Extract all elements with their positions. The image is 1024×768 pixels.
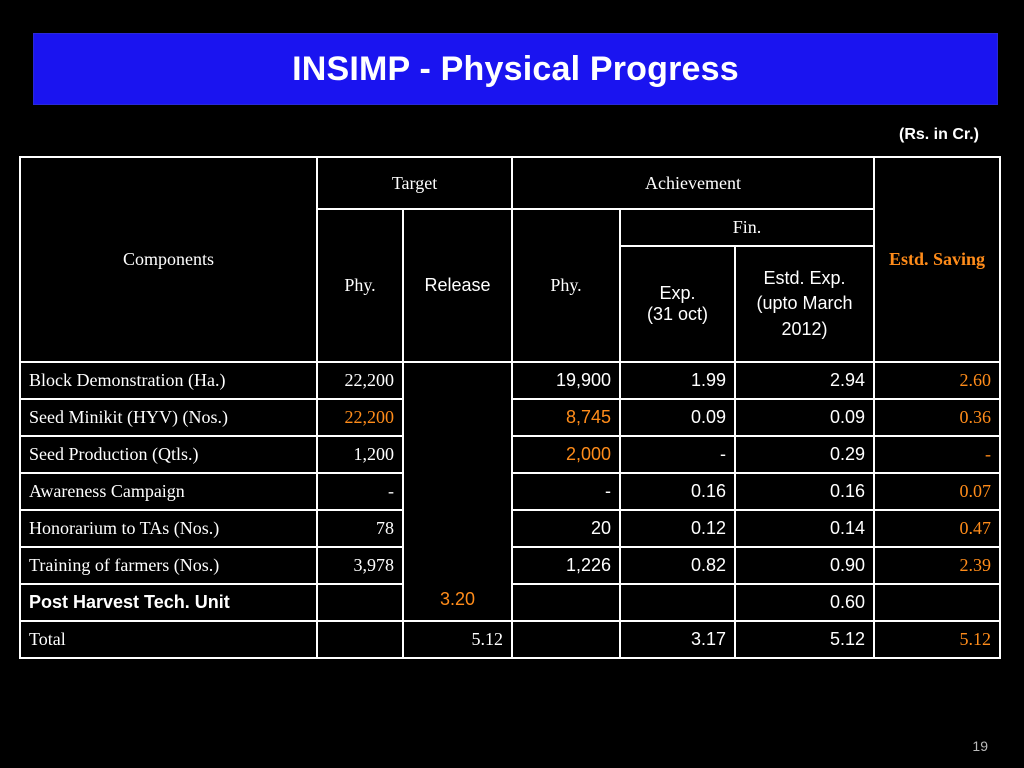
header-estd-exp: Estd. Exp. (upto March 2012) — [734, 245, 876, 363]
header-release: Release — [401, 208, 514, 363]
target-phy-cell: 78 — [316, 509, 404, 548]
header-achievement: Achievement — [511, 156, 876, 210]
estd-exp-cell: 0.90 — [734, 546, 876, 585]
table-row: Block Demonstration (Ha.) 22,200 3.20 19… — [19, 361, 1002, 622]
component-cell: Awareness Campaign — [19, 472, 318, 511]
ach-phy-cell: 20 — [511, 509, 622, 548]
header-exp-label: Exp. — [659, 283, 696, 303]
table-row: Post Harvest Tech. Unit 0.60 — [19, 583, 1002, 622]
header-row-3: Exp. (31 oct) Estd. Exp. (upto March 201… — [20, 245, 1000, 363]
progress-table: Components Target Achievement Estd. Savi… — [19, 156, 1002, 659]
header-estd-saving: Estd. Saving — [873, 156, 1002, 363]
target-phy-cell: - — [316, 472, 404, 511]
component-cell: Post Harvest Tech. Unit — [19, 583, 318, 622]
total-ach-phy — [511, 620, 622, 659]
title-bar: INSIMP - Physical Progress — [33, 33, 998, 105]
target-phy-cell — [316, 583, 404, 622]
total-row: Total 5.12 3.17 5.12 5.12 — [19, 620, 1002, 659]
saving-cell: 2.39 — [873, 546, 1002, 585]
header-row-1: Components Target Achievement Estd. Savi… — [19, 156, 1002, 363]
estd-exp-cell: 0.29 — [734, 435, 876, 474]
header-components: Components — [19, 156, 318, 363]
exp-cell: 0.16 — [619, 472, 737, 511]
exp-cell: 0.12 — [619, 509, 737, 548]
header-fin: Fin. — [619, 208, 876, 247]
saving-cell: 0.07 — [873, 472, 1002, 511]
estd-exp-cell: 0.14 — [734, 509, 876, 548]
saving-cell — [873, 583, 1002, 622]
ach-phy-cell: - — [511, 472, 622, 511]
target-phy-cell: 22,200 — [316, 361, 404, 400]
target-phy-cell: 22,200 — [316, 398, 404, 437]
total-release: 5.12 — [401, 620, 514, 659]
units-note: (Rs. in Cr.) — [898, 126, 979, 143]
total-saving: 5.12 — [873, 620, 1002, 659]
total-label: Total — [19, 620, 318, 659]
page-number: 19 — [972, 738, 988, 754]
table-row: Honorarium to TAs (Nos.) 78 20 0.12 0.14… — [19, 509, 1002, 548]
component-cell: Seed Production (Qtls.) — [19, 435, 318, 474]
header-achievement-phy: Phy. — [511, 208, 622, 363]
saving-cell: 0.36 — [873, 398, 1002, 437]
exp-cell: 0.82 — [619, 546, 737, 585]
total-exp: 3.17 — [619, 620, 737, 659]
ach-phy-cell — [511, 583, 622, 622]
ach-phy-cell: 19,900 — [511, 361, 622, 400]
component-cell: Training of farmers (Nos.) — [19, 546, 318, 585]
estd-exp-cell: 0.60 — [734, 583, 876, 622]
ach-phy-cell: 2,000 — [511, 435, 622, 474]
exp-cell — [619, 583, 737, 622]
table-row: Seed Minikit (HYV) (Nos.) 22,200 8,745 0… — [19, 398, 1002, 437]
saving-cell: 2.60 — [873, 361, 1002, 400]
header-exp: Exp. (31 oct) — [619, 245, 737, 363]
table-row: Seed Production (Qtls.) 1,200 2,000 - 0.… — [19, 435, 1002, 474]
total-estd-exp: 5.12 — [734, 620, 876, 659]
table-row: Awareness Campaign - - 0.16 0.16 0.07 — [19, 472, 1002, 511]
total-target-phy — [316, 620, 404, 659]
header-target: Target — [315, 156, 514, 210]
saving-cell: 0.47 — [873, 509, 1002, 548]
header-row-2: Phy. Release Phy. Fin. — [20, 208, 1000, 363]
component-cell: Honorarium to TAs (Nos.) — [19, 509, 318, 548]
target-phy-cell: 1,200 — [316, 435, 404, 474]
estd-exp-cell: 0.09 — [734, 398, 876, 437]
header-exp-date: (31 oct) — [647, 304, 709, 324]
table-row: Training of farmers (Nos.) 3,978 1,226 0… — [19, 546, 1002, 585]
ach-phy-cell: 8,745 — [511, 398, 622, 437]
header-target-phy: Phy. — [316, 208, 404, 363]
exp-cell: 1.99 — [619, 361, 737, 400]
estd-exp-cell: 2.94 — [734, 361, 876, 400]
exp-cell: - — [619, 435, 737, 474]
estd-exp-cell: 0.16 — [734, 472, 876, 511]
component-cell: Seed Minikit (HYV) (Nos.) — [19, 398, 318, 437]
saving-cell: - — [873, 435, 1002, 474]
exp-cell: 0.09 — [619, 398, 737, 437]
component-cell: Block Demonstration (Ha.) — [19, 361, 318, 400]
target-phy-cell: 3,978 — [316, 546, 404, 585]
slide-title: INSIMP - Physical Progress — [292, 49, 739, 88]
ach-phy-cell: 1,226 — [511, 546, 622, 585]
release-cell: 3.20 — [401, 361, 514, 622]
